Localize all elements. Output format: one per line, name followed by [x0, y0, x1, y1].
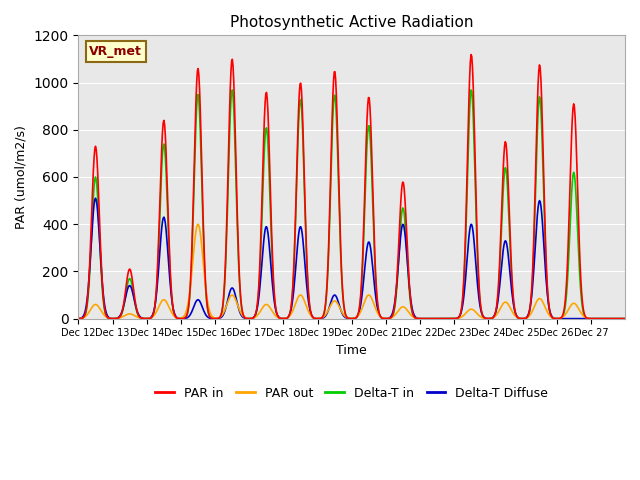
Line: Delta-T Diffuse: Delta-T Diffuse [79, 198, 625, 319]
PAR in [239, 311, 247, 317]
Delta-T in [621, 316, 629, 322]
Delta-T Diffuse [240, 315, 248, 321]
Title: Photosynthetic Active Radiation: Photosynthetic Active Radiation [230, 15, 474, 30]
Delta-T in [440, 316, 447, 322]
Delta-T Diffuse [92, 195, 99, 201]
Delta-T in [75, 316, 83, 322]
PAR out [267, 306, 275, 312]
PAR out [621, 316, 629, 322]
PAR out [139, 315, 147, 321]
Legend: PAR in, PAR out, Delta-T in, Delta-T Diffuse: PAR in, PAR out, Delta-T in, Delta-T Dif… [150, 382, 553, 405]
Delta-T in [409, 311, 417, 317]
X-axis label: Time: Time [337, 344, 367, 357]
Delta-T Diffuse [287, 304, 295, 310]
PAR in [75, 316, 83, 322]
PAR in [621, 316, 629, 322]
Delta-T Diffuse [267, 262, 275, 267]
Delta-T Diffuse [75, 316, 83, 322]
Delta-T in [228, 87, 236, 93]
PAR out [240, 314, 248, 320]
Line: PAR in: PAR in [79, 55, 625, 319]
Delta-T in [267, 221, 275, 227]
PAR in [439, 316, 447, 322]
PAR out [287, 311, 295, 316]
PAR in [467, 52, 475, 58]
PAR out [75, 316, 83, 322]
PAR out [440, 316, 447, 322]
Text: VR_met: VR_met [90, 45, 142, 58]
PAR in [139, 315, 147, 321]
PAR in [408, 307, 416, 313]
Delta-T Diffuse [621, 316, 629, 322]
PAR out [195, 221, 202, 227]
Delta-T Diffuse [140, 315, 147, 321]
PAR in [266, 178, 274, 183]
Line: PAR out: PAR out [79, 224, 625, 319]
PAR in [287, 306, 294, 312]
Delta-T in [287, 302, 295, 308]
PAR out [409, 313, 417, 319]
Line: Delta-T in: Delta-T in [79, 90, 625, 319]
Delta-T in [240, 313, 248, 319]
Delta-T Diffuse [440, 316, 447, 322]
Delta-T in [139, 316, 147, 322]
Y-axis label: PAR (umol/m2/s): PAR (umol/m2/s) [15, 125, 28, 229]
Delta-T Diffuse [409, 308, 417, 313]
